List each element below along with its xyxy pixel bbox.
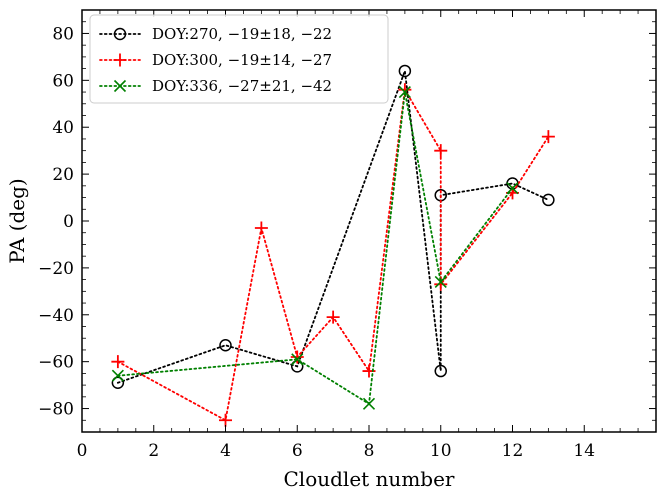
data-point [541,130,555,144]
legend-entry: DOY:300, −19±14, −27 [99,51,332,69]
legend-marker [113,53,127,67]
x-tick-label: 2 [148,441,159,461]
series-layer [111,64,555,427]
y-tick-label: 20 [52,165,74,185]
series-2 [111,83,555,427]
data-point [111,355,125,369]
data-point [434,275,447,289]
data-point [111,376,125,390]
legend-entry: DOY:336, −27±21, −42 [99,77,332,95]
y-tick-label: 0 [63,212,74,232]
series-3 [111,85,519,410]
x-tick-label: 0 [77,441,88,461]
y-tick-label: 60 [52,71,74,91]
data-point [219,339,232,352]
data-point [434,364,447,378]
x-tick-label: 12 [502,441,524,461]
legend-box [89,14,389,104]
x-tick-label: 8 [364,441,375,461]
data-point [254,221,268,235]
data-point [542,193,555,207]
legend-label: DOY:300, −19±14, −27 [152,51,332,69]
data-point [326,310,340,324]
x-tick-label: 14 [573,441,595,461]
ticks-layer: 0 2 4 6 8 10 12 14 −80 −60 −40 −20 0 20 40 60 80 [38,9,656,461]
y-axis-label: PA (deg) [5,178,29,263]
x-tick-label: 10 [430,441,452,461]
y-tick-label: −40 [38,306,74,326]
legend-marker [113,79,127,93]
y-tick-label: −20 [38,259,74,279]
x-tick-label: 6 [292,441,303,461]
data-point [398,85,411,99]
data-point [111,369,124,382]
plot-area-frame [81,9,657,433]
y-tick-label: 80 [52,24,74,44]
series-line [116,70,550,384]
y-tick-label: −60 [38,353,74,373]
legend-label: DOY:336, −27±21, −42 [152,77,332,95]
series-1 [111,64,555,390]
data-point [219,413,232,427]
data-point [506,182,519,195]
legend-label: DOY:270, −19±18, −22 [152,25,332,43]
data-point [362,397,376,410]
y-tick-label: −80 [38,400,74,420]
y-tick-label: 40 [52,118,74,138]
legend-marker [113,27,127,41]
x-axis-label: Cloudlet number [284,467,455,491]
data-point [291,353,304,366]
series-line [116,91,514,406]
data-point [434,144,448,158]
x-tick-label: 4 [220,441,231,461]
data-point [398,64,412,78]
legend: DOY:270, −19±18, −22 DOY:300, −19±14, −27… [89,14,389,104]
legend-entry: DOY:270, −19±18, −22 [99,25,332,43]
data-point [290,350,304,364]
series-line [116,86,550,422]
